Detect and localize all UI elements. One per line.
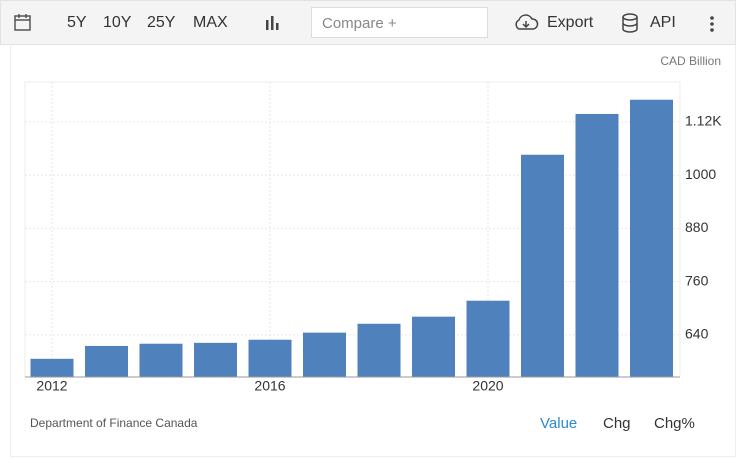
calendar-icon[interactable] xyxy=(13,13,33,33)
unit-label: CAD Billion xyxy=(660,54,721,68)
bar xyxy=(248,339,292,377)
export-icon[interactable] xyxy=(513,13,539,33)
y-tick-label: 880 xyxy=(685,219,709,235)
range-button[interactable]: 5Y xyxy=(67,14,87,31)
toolbar: 5Y 10Y 25Y MAX Compare + Export API xyxy=(0,0,736,45)
export-button[interactable]: Export xyxy=(547,14,594,31)
api-icon[interactable] xyxy=(621,13,641,33)
range-button[interactable]: MAX xyxy=(193,14,228,31)
y-tick-label: 640 xyxy=(685,326,709,342)
x-tick-label: 2012 xyxy=(36,378,67,394)
bar xyxy=(194,342,237,377)
bar xyxy=(575,113,619,377)
bar xyxy=(521,154,564,377)
chg-pct-tab[interactable]: Chg% xyxy=(654,415,695,432)
chg-tab[interactable]: Chg xyxy=(603,415,631,432)
range-button[interactable]: 10Y xyxy=(103,14,132,31)
bar xyxy=(357,323,401,377)
menu-icon[interactable] xyxy=(707,15,717,33)
y-tick-label: 1000 xyxy=(685,166,716,182)
value-tab[interactable]: Value xyxy=(540,415,577,432)
chart-panel xyxy=(10,44,736,457)
x-tick-label: 2020 xyxy=(472,378,503,394)
bar xyxy=(303,332,346,377)
y-tick-label: 760 xyxy=(685,272,709,288)
bar xyxy=(30,358,74,377)
y-tick-label: 1.12K xyxy=(685,113,722,129)
bar xyxy=(85,345,128,377)
compare-input[interactable]: Compare + xyxy=(311,7,488,38)
source: Department of Finance Canada xyxy=(30,416,198,430)
api-button[interactable]: API xyxy=(650,14,676,31)
bar xyxy=(139,343,183,377)
x-tick-label: 2016 xyxy=(254,378,285,394)
bar xyxy=(466,300,510,377)
chart-type-icon[interactable] xyxy=(263,14,281,32)
bar xyxy=(412,316,455,377)
bar xyxy=(630,99,673,378)
range-button[interactable]: 25Y xyxy=(147,14,176,31)
